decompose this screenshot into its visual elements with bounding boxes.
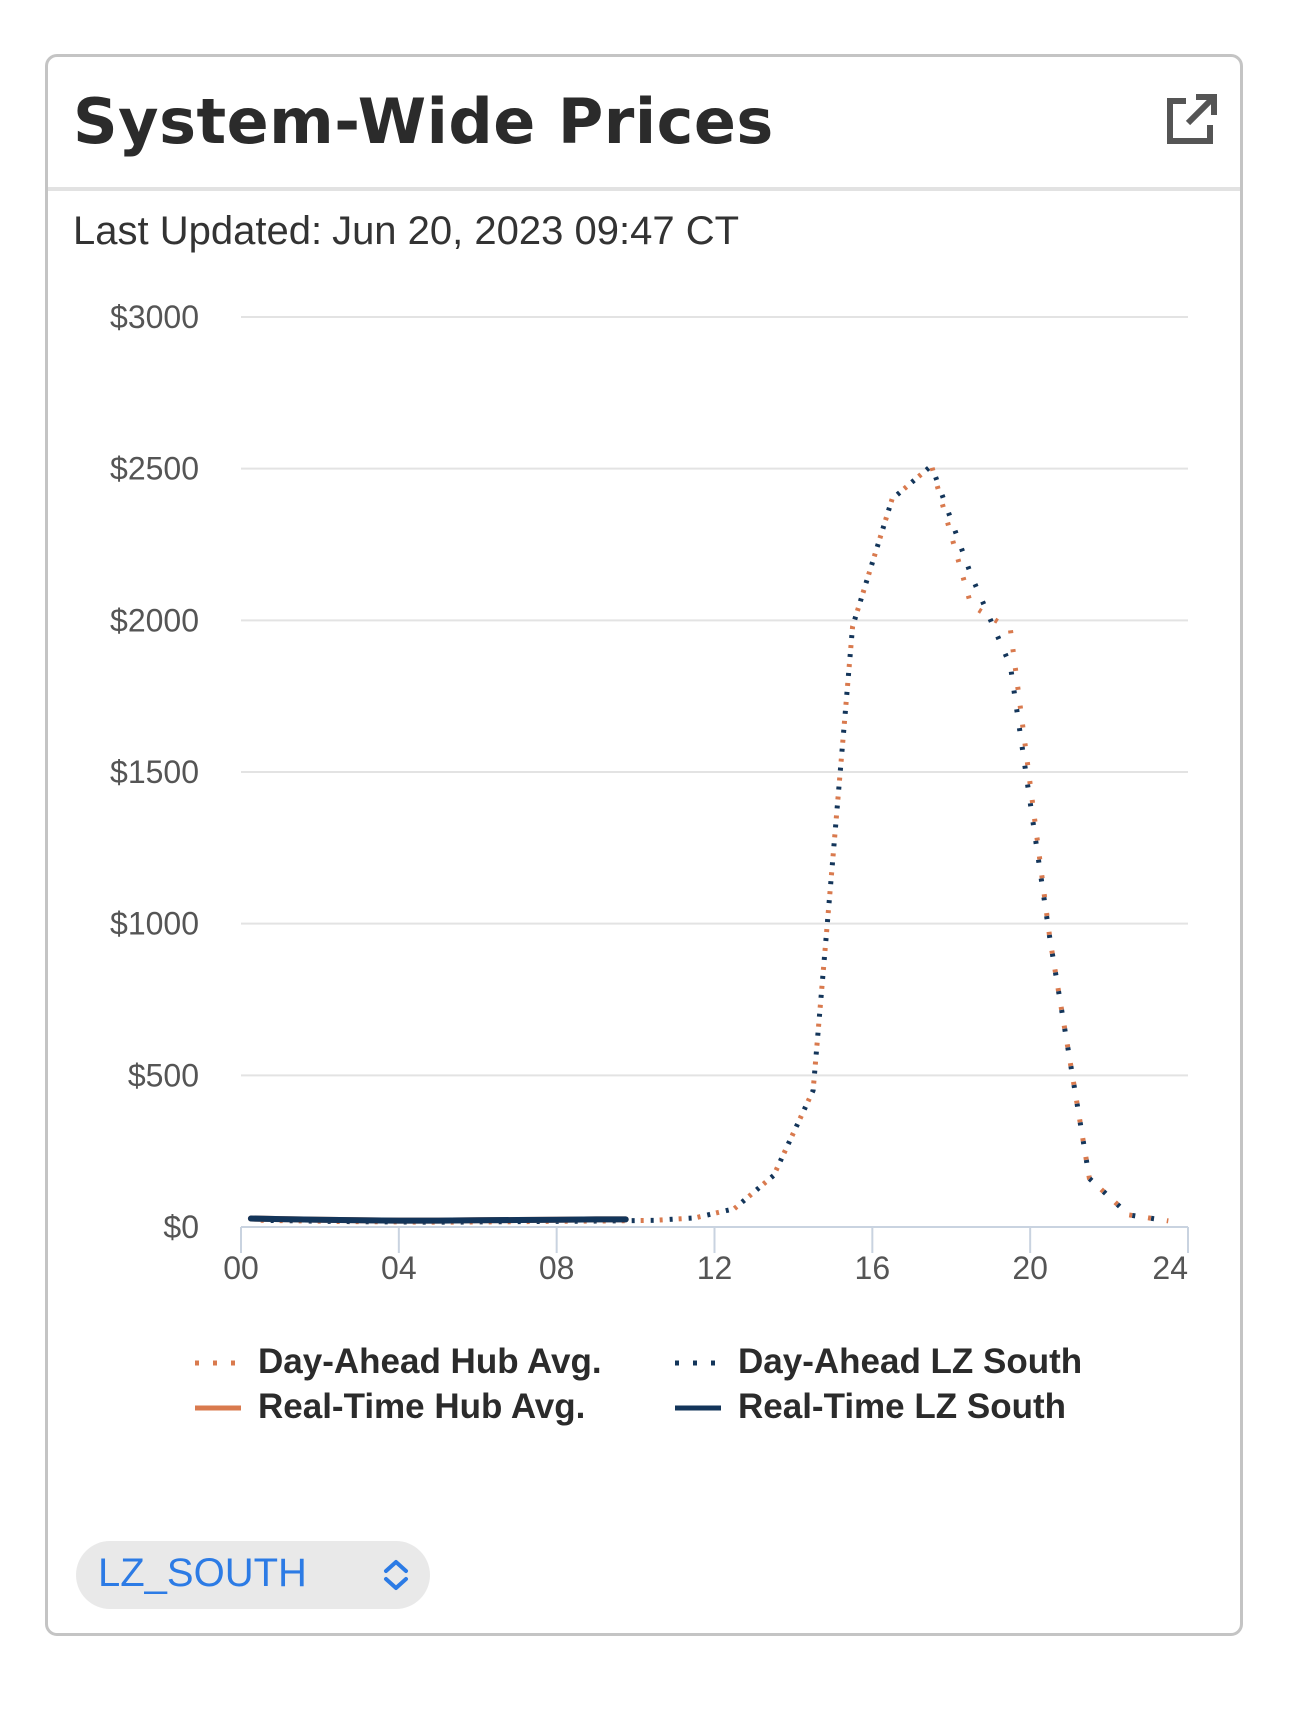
zone-select[interactable]: LZ_SOUTH — [76, 1541, 430, 1609]
y-tick-label: $1000 — [110, 906, 199, 942]
series-line-real-time-lz-south — [247, 1215, 629, 1224]
y-tick-label: $1500 — [110, 754, 199, 790]
x-tick-label: 12 — [697, 1250, 733, 1286]
external-link-icon[interactable] — [1162, 91, 1220, 149]
last-updated: Last Updated: Jun 20, 2023 09:47 CT — [73, 209, 739, 254]
legend-swatch-solid-orange — [195, 1405, 241, 1411]
x-tick-label: 16 — [855, 1250, 891, 1286]
x-tick-label: 08 — [539, 1250, 575, 1286]
x-tick-label: 24 — [1152, 1250, 1188, 1286]
zone-select-value: LZ_SOUTH — [98, 1551, 307, 1595]
y-tick-label: $0 — [163, 1209, 199, 1245]
y-tick-label: $3000 — [110, 299, 199, 335]
legend-swatch-solid-navy — [675, 1405, 721, 1411]
legend-label: Day-Ahead LZ South — [738, 1342, 1083, 1381]
y-tick-label: $500 — [128, 1057, 199, 1093]
x-tick-label: 20 — [1012, 1250, 1048, 1286]
legend-label: Real-Time LZ South — [738, 1387, 1066, 1426]
card-title: System-Wide Prices — [73, 85, 774, 158]
prices-card: System-Wide Prices Last Updated: Jun 20, … — [45, 54, 1243, 1636]
card-header: System-Wide Prices — [48, 57, 1240, 191]
series-line-day-ahead-hub-avg — [260, 463, 1169, 1225]
series-line-day-ahead-lz-south — [260, 463, 1169, 1225]
last-updated-label: Last Updated: — [73, 209, 323, 253]
y-tick-label: $2000 — [110, 602, 199, 638]
legend-swatch-dotted-navy — [675, 1360, 721, 1366]
legend-swatch-dotted-orange — [195, 1360, 241, 1366]
x-tick-label: 04 — [381, 1250, 417, 1286]
price-chart: $3000 $2500 $2000 $1500 $1000 $500 $0 00 04 08 12 1… — [110, 299, 1189, 1286]
x-tick-label: 00 — [223, 1250, 259, 1286]
last-updated-value: Jun 20, 2023 09:47 CT — [332, 209, 740, 253]
legend-label: Day-Ahead Hub Avg. — [258, 1342, 602, 1381]
y-tick-label: $2500 — [110, 451, 199, 487]
legend-label: Real-Time Hub Avg. — [258, 1387, 586, 1426]
chevron-up-down-icon — [384, 1560, 408, 1590]
